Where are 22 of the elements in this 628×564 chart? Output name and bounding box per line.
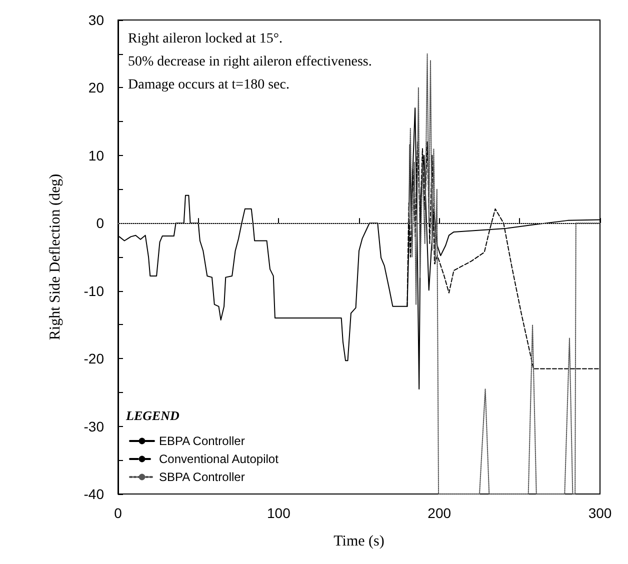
line-series [406,53,600,494]
legend-label: Conventional Autopilot [159,452,280,466]
y-tick-label: 10 [88,147,104,164]
y-tick-label: -10 [84,282,104,299]
y-tick-label: 0 [96,215,104,232]
y-axis-title: Right Side Deflection (deg) [48,174,64,340]
y-tick-label: 30 [88,12,104,28]
legend-label: EBPA Controller [159,434,245,448]
x-axis-title: Time (s) [334,534,384,550]
y-tick-label: 20 [88,80,104,96]
legend-label: SBPA Controller [159,470,245,484]
x-tick-label: 0 [114,505,122,521]
legend-title: LEGEND [125,408,180,423]
y-tick-label: -20 [84,350,104,367]
y-tick-label: -40 [84,486,104,502]
annotation: Damage occurs at t=180 sec. [128,78,290,92]
annotation: 50% decrease in right aileron effectiveness. [128,54,372,70]
x-tick-label: 200 [428,505,452,521]
x-tick-label: 300 [588,505,612,521]
annotation: Right aileron locked at 15°. [128,32,283,46]
y-tick-label: -30 [84,418,104,434]
x-tick-label: 100 [266,505,291,521]
